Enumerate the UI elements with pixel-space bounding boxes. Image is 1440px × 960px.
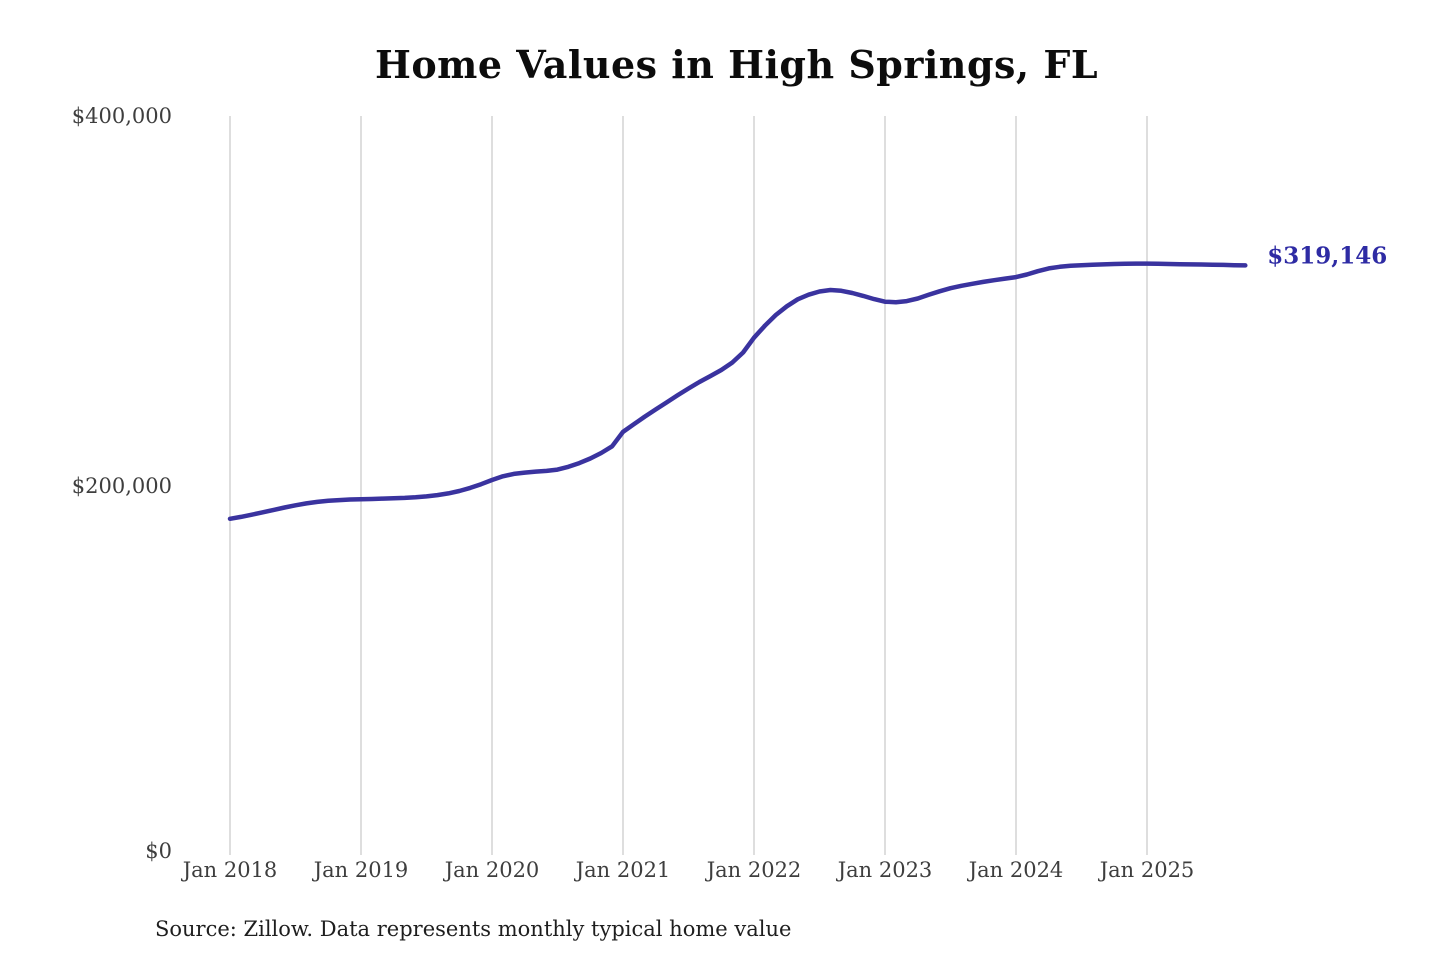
x-axis-tick-label: Jan 2023 xyxy=(837,858,933,882)
y-axis-tick-label: $0 xyxy=(145,839,172,863)
x-axis-tick-label: Jan 2024 xyxy=(968,858,1064,882)
x-axis-tick-label: Jan 2018 xyxy=(182,858,278,882)
x-axis-tick-label: Jan 2019 xyxy=(313,858,409,882)
x-axis-tick-label: Jan 2020 xyxy=(444,858,540,882)
current-value-label: $319,146 xyxy=(1267,242,1388,270)
x-axis-tick-label: Jan 2021 xyxy=(575,858,671,882)
x-axis-tick-label: Jan 2025 xyxy=(1099,858,1195,882)
x-axis-tick-label: Jan 2022 xyxy=(706,858,802,882)
y-axis-tick-label: $400,000 xyxy=(71,104,172,128)
chart-title: Home Values in High Springs, FL xyxy=(374,42,1099,87)
source-note: Source: Zillow. Data represents monthly … xyxy=(155,917,792,941)
y-axis-tick-label: $200,000 xyxy=(71,473,172,498)
value-line xyxy=(227,261,1248,522)
